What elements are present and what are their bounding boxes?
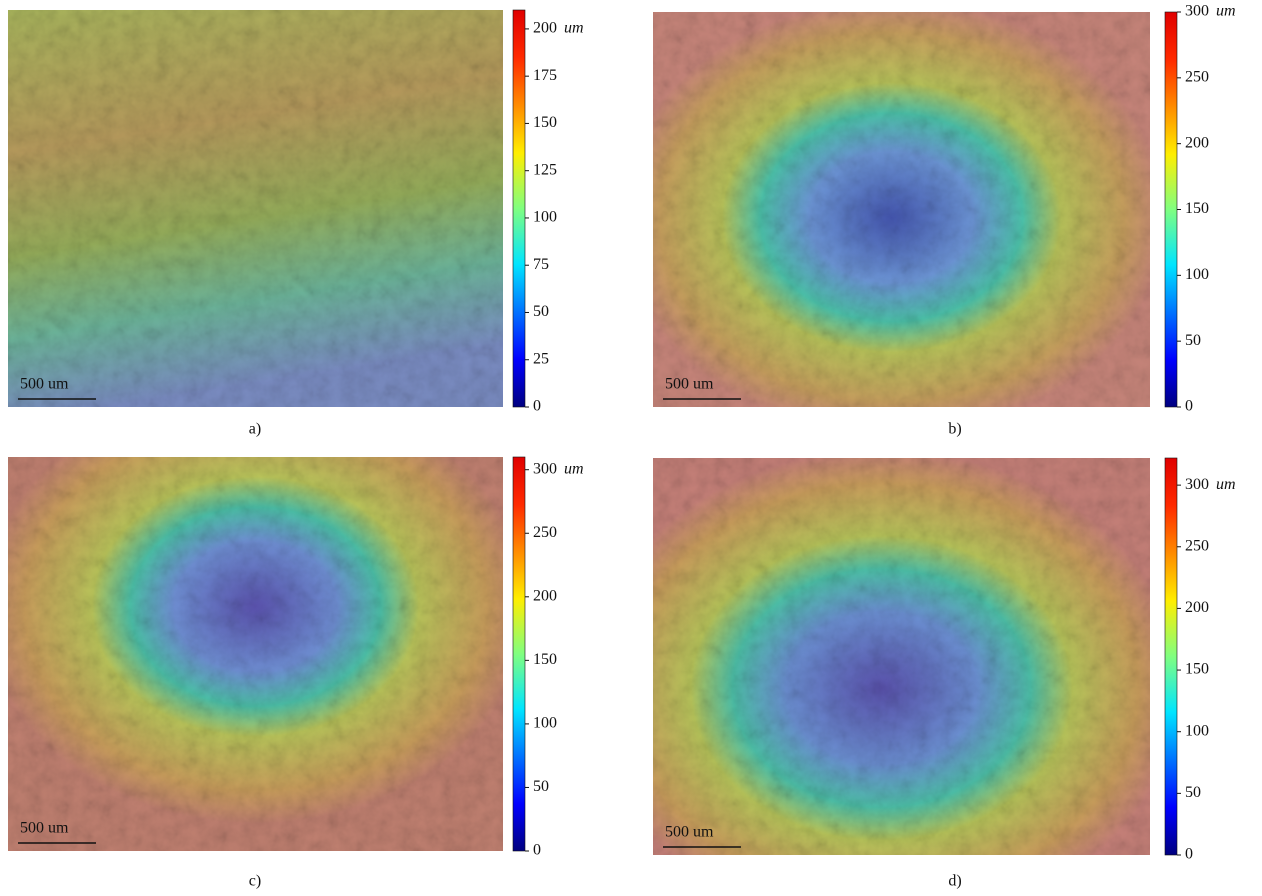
colorbar-tick-label: 150: [1185, 661, 1209, 678]
scale-bar-label: 500 um: [20, 820, 69, 837]
colorbar-tick-label: 0: [533, 842, 541, 859]
colorbar: [1164, 11, 1178, 408]
colorbar-tick-label: 250: [533, 524, 557, 541]
colorbar-tick-label: 100: [1185, 266, 1209, 283]
colorbar-tick-label: 125: [533, 161, 557, 178]
colorbar-unit: um: [1216, 476, 1236, 493]
colorbar-tick-label: 100: [533, 209, 557, 226]
height-map-texture: [8, 10, 503, 407]
colorbar-tick-label: 250: [1185, 69, 1209, 86]
colorbar-tick-label: 300: [533, 460, 557, 477]
scale-bar-label: 500 um: [20, 376, 69, 393]
colorbar-tick-label: 150: [533, 114, 557, 131]
colorbar-tick-label: 0: [1185, 398, 1193, 415]
colorbar: [512, 456, 526, 852]
colorbar-tick-label: 200: [533, 587, 557, 604]
colorbar-tick-label: 50: [1185, 332, 1201, 349]
colorbar-unit: um: [564, 20, 584, 37]
scale-bar-label: 500 um: [665, 824, 714, 841]
colorbar-tick-label: 0: [533, 398, 541, 415]
colorbar-tick-label: 200: [1185, 599, 1209, 616]
height-map-texture: [8, 457, 503, 851]
colorbar-tick-label: 75: [533, 256, 549, 273]
colorbar-tick-label: 100: [533, 715, 557, 732]
colorbar-tick-label: 300: [1185, 476, 1209, 493]
colorbar-tick-label: 50: [1185, 784, 1201, 801]
height-map-texture: [653, 458, 1150, 855]
colorbar-tick-label: 25: [533, 350, 549, 367]
scale-bar-label: 500 um: [665, 376, 714, 393]
colorbar: [1164, 457, 1178, 856]
colorbar-unit: um: [564, 460, 584, 477]
colorbar-tick-label: 175: [533, 67, 557, 84]
height-map-texture: [653, 12, 1150, 407]
panel-label: a): [249, 421, 261, 438]
colorbar-tick-label: 300: [1185, 3, 1209, 20]
colorbar-tick-label: 50: [533, 778, 549, 795]
colorbar-tick-label: 200: [1185, 134, 1209, 151]
colorbar-tick-label: 250: [1185, 537, 1209, 554]
panel-label: b): [948, 421, 961, 438]
panel-label: d): [948, 873, 961, 890]
panel-label: c): [249, 873, 261, 890]
colorbar: [512, 9, 526, 408]
colorbar-tick-label: 100: [1185, 722, 1209, 739]
colorbar-tick-label: 0: [1185, 846, 1193, 863]
colorbar-tick-label: 150: [533, 651, 557, 668]
colorbar-tick-label: 150: [1185, 200, 1209, 217]
colorbar-unit: um: [1216, 3, 1236, 20]
colorbar-tick-label: 50: [533, 303, 549, 320]
colorbar-tick-label: 200: [533, 20, 557, 37]
